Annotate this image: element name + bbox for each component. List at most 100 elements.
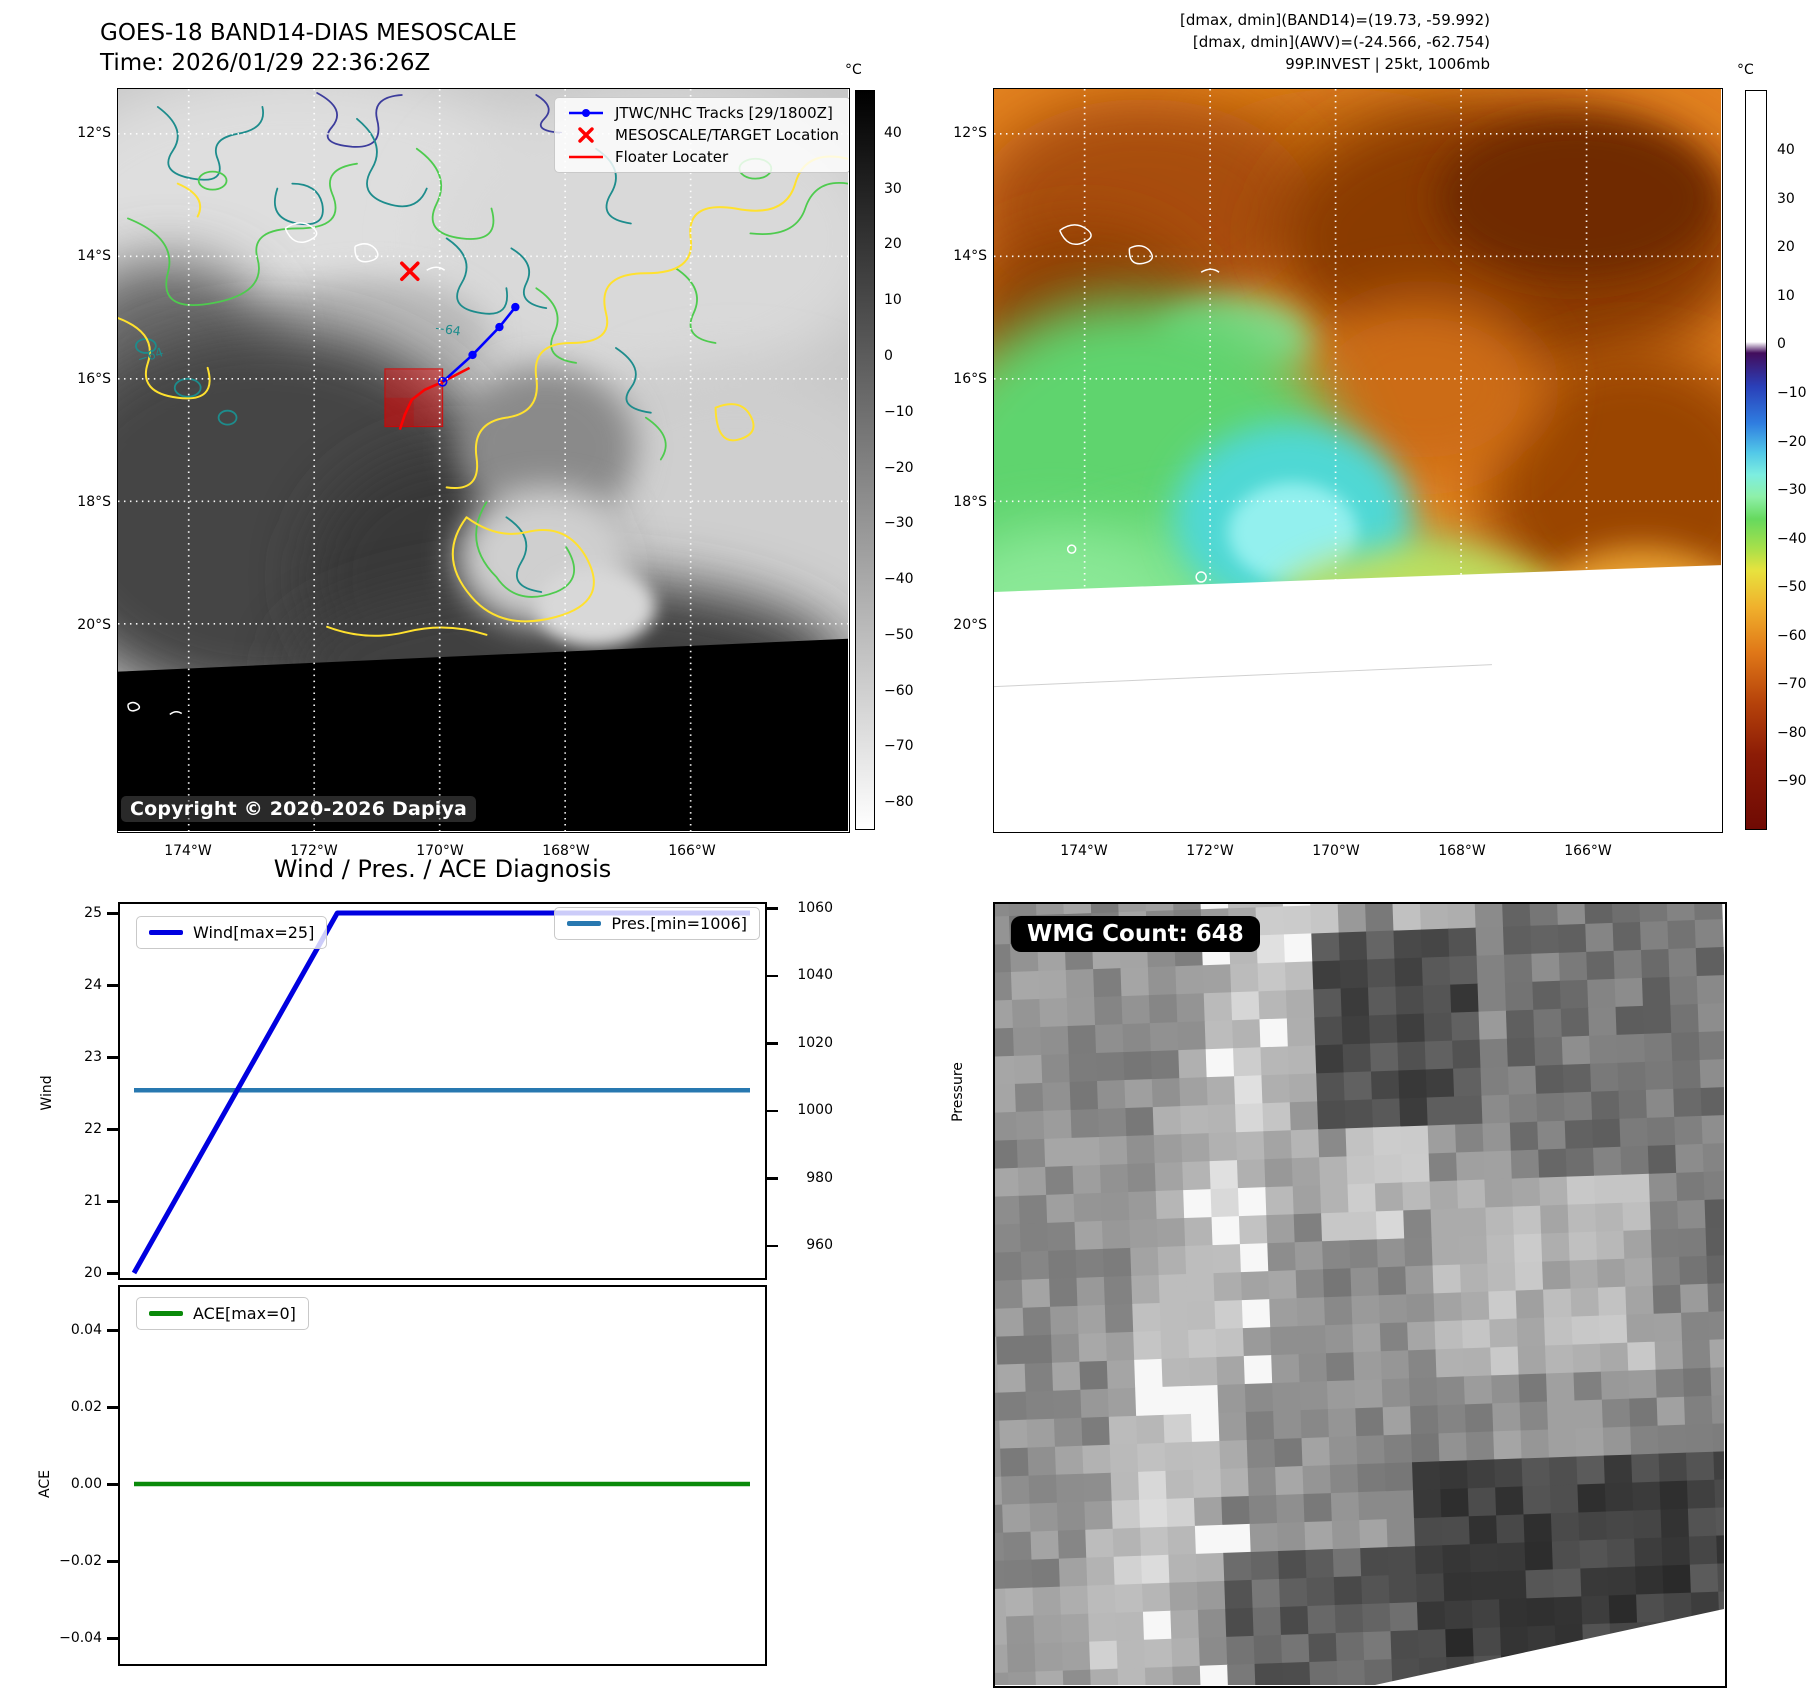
awv-satellite-image [994, 89, 1721, 831]
colorbar-tick-label: 0 [1777, 336, 1786, 353]
axis-tick-label: 980 [806, 1169, 833, 1186]
band14-title: GOES-18 BAND14-DIAS MESOSCALE [100, 20, 517, 46]
lat-tick-label: 20°S [953, 617, 987, 633]
lon-tick-label: 172°W [290, 843, 338, 859]
colorbar-tick-label: −90 [1777, 773, 1807, 790]
axis-tick-mark [767, 1244, 778, 1248]
legend-tracks-label: JTWC/NHC Tracks [29/1800Z] [615, 104, 833, 122]
axis-tick-label: 0.02 [70, 1398, 102, 1415]
axis-tick-mark [107, 984, 118, 987]
axis-tick-label: 1060 [797, 899, 833, 916]
wind-legend: Wind[max=25] [136, 916, 328, 949]
lat-tick-label: 18°S [953, 494, 987, 510]
colorbar-tick-label: −20 [1777, 433, 1807, 450]
wind-line [131, 910, 750, 1275]
axis-tick-mark [107, 1200, 118, 1203]
wind-axis-label: Wind [39, 1075, 55, 1111]
band14-time: Time: 2026/01/29 22:36:26Z [100, 50, 431, 76]
colorbar-tick-label: 30 [1777, 190, 1795, 207]
axis-tick-mark [107, 1483, 118, 1486]
colorbar-tick-label: 10 [1777, 287, 1795, 304]
legend-row-tracks: JTWC/NHC Tracks [29/1800Z] [566, 104, 839, 122]
ace-chart: ACE[max=0] [118, 1285, 767, 1666]
wind-legend-label: Wind[max=25] [193, 923, 315, 942]
ace-plot-area [134, 1481, 750, 1487]
pressure-legend-label: Pres.[min=1006] [611, 914, 747, 933]
axis-tick-mark [107, 1637, 118, 1640]
lon-tick-label: 166°W [668, 843, 716, 859]
band14-satellite-image: −64 −64 [118, 89, 848, 831]
lat-tick-label: 16°S [953, 371, 987, 387]
axis-tick-label: 1020 [797, 1034, 833, 1051]
axis-tick-mark [767, 1177, 778, 1180]
lat-tick-label: 12°S [953, 125, 987, 141]
axis-tick-mark [107, 1128, 118, 1131]
colorbar-tick-label: 20 [884, 236, 902, 253]
wind-line-icon [149, 930, 183, 935]
lon-tick-label: 170°W [416, 843, 464, 859]
colorbar-tick-label: −20 [884, 459, 914, 476]
axis-tick-mark [107, 1560, 118, 1563]
floater-line-icon [569, 155, 603, 159]
colorbar-tick-label: 20 [1777, 239, 1795, 256]
colorbar-tick-label: 10 [884, 292, 902, 309]
axis-tick-mark [107, 1272, 118, 1275]
axis-tick-mark [107, 1329, 118, 1332]
coastlines [127, 222, 446, 716]
pressure-axis-label: Pressure [950, 1062, 966, 1122]
lon-tick-label: 174°W [1060, 843, 1108, 859]
axis-tick-label: 25 [84, 904, 102, 921]
lon-tick-label: 172°W [1186, 843, 1234, 859]
track-annotations: −64 −64 [135, 261, 520, 431]
colorbar-tick-label: −70 [1777, 676, 1807, 693]
wmg-count-badge: WMG Count: 648 [1011, 916, 1260, 952]
wmg-panel: WMG Count: 648 [993, 902, 1727, 1688]
axis-tick-label: 0.04 [70, 1321, 102, 1338]
colorbar-tick-label: −80 [884, 794, 914, 811]
band14-map-legend: JTWC/NHC Tracks [29/1800Z] MESOSCALE/TAR… [554, 97, 849, 173]
axis-tick-mark [767, 907, 778, 910]
axis-tick-mark [107, 912, 118, 915]
axis-tick-label: 960 [806, 1237, 833, 1253]
axis-tick-label: −0.04 [59, 1629, 102, 1646]
band14-colorbar-unit: °C [845, 62, 862, 78]
temperature-contours [118, 92, 848, 637]
colorbar-tick-label: −80 [1777, 724, 1807, 741]
axis-tick-label: 23 [84, 1048, 102, 1065]
legend-floater-label: Floater Locater [615, 148, 729, 166]
pressure-line-icon [567, 921, 602, 926]
info-dmax-band14: [dmax, dmin](BAND14)=(19.73, -59.992) [1179, 11, 1490, 29]
pressure-legend: Pres.[min=1006] [554, 907, 760, 940]
lon-tick-label: 170°W [1312, 843, 1360, 859]
target-x-marker [400, 261, 420, 282]
lat-tick-label: 14°S [77, 248, 111, 264]
ace-legend-label: ACE[max=0] [193, 1304, 296, 1323]
wmg-satellite-image [995, 904, 1724, 1685]
colorbar-tick-label: −50 [884, 626, 914, 643]
colorbar-tick-label: −60 [1777, 627, 1807, 644]
lat-tick-label: 20°S [77, 617, 111, 633]
wind-pressure-chart: Wind[max=25] Pres.[min=1006] [118, 902, 767, 1280]
graticule [994, 89, 1721, 831]
axis-tick-label: 22 [84, 1120, 102, 1137]
colorbar-tick-label: −30 [884, 515, 914, 532]
awv-colorbar [1745, 90, 1767, 830]
axis-tick-mark [767, 1042, 778, 1045]
lon-tick-label: 168°W [542, 843, 590, 859]
axis-tick-mark [107, 1406, 118, 1409]
awv-map-panel [993, 88, 1723, 833]
lon-tick-label: 168°W [1438, 843, 1486, 859]
info-dmax-awv: [dmax, dmin](AWV)=(-24.566, -62.754) [1192, 32, 1490, 51]
axis-tick-label: −0.02 [59, 1552, 102, 1569]
colorbar-tick-label: −10 [1777, 385, 1807, 401]
lat-tick-label: 14°S [953, 248, 987, 264]
band14-colorbar [855, 90, 875, 830]
graticule [118, 89, 848, 831]
wmg-edge-wedge [1375, 1609, 1724, 1685]
lat-tick-label: 18°S [77, 494, 111, 510]
band14-map-panel: −64 −64 JTWC/NHC Tracks [29/1800Z] MESOS… [117, 88, 850, 833]
x-marker-icon [578, 127, 594, 143]
lat-tick-label: 16°S [77, 371, 111, 387]
axis-tick-mark [107, 1056, 118, 1059]
colorbar-tick-label: 0 [884, 348, 893, 365]
